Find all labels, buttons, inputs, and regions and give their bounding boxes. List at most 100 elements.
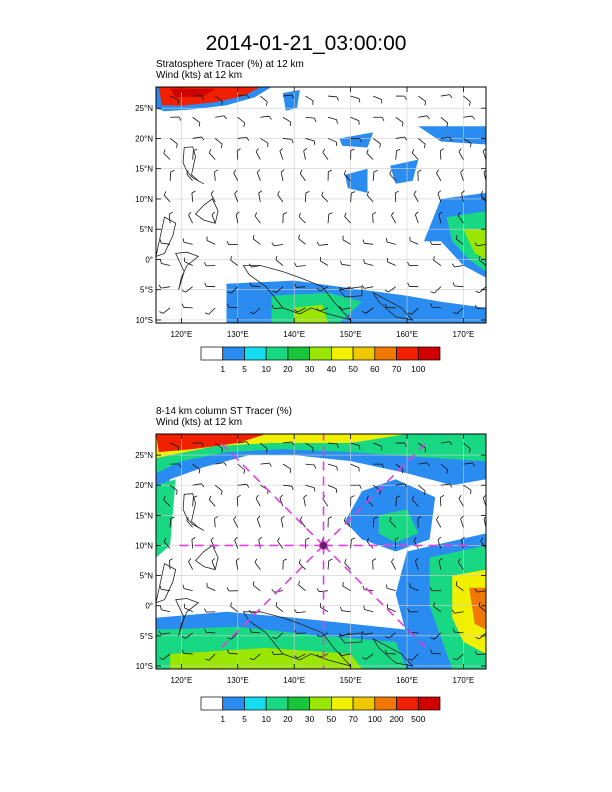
colorbar-label: 20 [283,714,293,724]
wind-barb-flag [379,490,381,495]
wind-barb [299,519,306,528]
wind-barb-flag [385,237,388,243]
wind-barb-flag [159,239,162,244]
wind-barb [321,195,329,203]
wind-barb-flag [248,263,252,268]
wind-barb [161,588,171,592]
wind-barb-flag [440,148,445,151]
wind-barb-flag [437,190,442,194]
wind-barb-flag [336,96,339,101]
panel1-title-line2: Wind (kts) at 12 km [156,70,243,81]
coastline [372,291,414,321]
wind-barb-flag [343,170,347,175]
wind-barb [395,463,404,470]
wind-barb [433,259,442,266]
wind-barb-flag [379,143,381,148]
wind-barb-flag [372,558,377,561]
wind-barb-flag [486,559,490,561]
wind-barb-flag [336,466,338,471]
coastline [194,198,219,224]
wind-barb [389,173,397,182]
colorbar-swatch [265,346,289,361]
wind-barb-flag [256,515,261,520]
wind-barb [440,483,450,486]
wind-barb-flag [350,495,355,498]
wind-barb-flag [299,169,303,174]
wind-barb-flag [449,483,453,488]
colorbar-swatch [396,346,419,361]
wind-barb-flag [265,448,268,453]
wind-barb [305,95,314,102]
wind-barb [237,483,247,486]
wind-barb [341,610,351,613]
wind-barb-flag [407,608,410,613]
wind-barb [258,193,261,203]
wind-barb [327,463,337,467]
wind-barb [411,499,419,507]
wind-barb-flag [359,484,362,489]
wind-barb [414,560,419,570]
wind-barb-flag [314,464,317,469]
wind-barb [478,605,486,613]
panel2-title: 8-14 km column ST Tracer (%) Wind (kts) … [156,406,292,428]
wind-barb-flag [193,495,198,498]
lat-label: 20°N [135,134,153,143]
wind-barb [282,116,291,123]
wind-barb-flag [201,136,205,141]
wind-barb [208,152,216,160]
wind-barb-flag [336,443,339,448]
wind-barb-flag [451,609,455,614]
wind-barb [417,518,419,528]
coastline [242,265,352,321]
colorbar-label: 10 [261,364,271,374]
colorbar-label: 70 [392,364,402,374]
wind-barb-flag [235,211,240,215]
wind-barb-flag [495,486,496,490]
wind-barb-flag [204,312,209,315]
wind-barb-flag [433,602,435,607]
wind-barb [305,442,314,449]
wind-barb-flag [230,602,232,607]
lat-label: 10°N [135,541,153,550]
wind-barb [372,214,374,224]
wind-barb-flag [294,609,297,613]
wind-barb [280,518,284,528]
wind-barb [436,519,442,528]
wind-barb-flag [298,234,300,239]
wind-barb [434,286,442,294]
wind-barb [387,607,396,613]
coastline [175,598,200,637]
wind-barb [327,116,337,121]
colorbar-swatch [309,696,332,711]
wind-barb-flag [461,536,465,541]
wind-barb-flag [373,516,378,519]
wind-barb [395,483,405,486]
wind-barb [230,259,239,266]
wind-barb [350,192,352,203]
wind-barb [342,632,351,637]
colorbar-label: 500 [411,714,425,724]
wind-barb [254,215,261,224]
colorbar-swatch [396,696,419,711]
wind-barb-flag [204,658,209,661]
wind-barb-flag [178,463,182,468]
wind-barb [237,94,247,97]
wind-barb-flag [430,637,435,640]
wind-barb [477,590,486,593]
wind-barb-flag [339,286,343,291]
wind-barb [456,653,464,661]
wind-barb [411,653,419,661]
wind-barb [192,116,201,123]
wind-barb-flag [235,558,240,562]
wind-barb [344,562,351,570]
wind-barb [350,539,352,549]
wind-barb-flag [426,115,430,120]
wind-barb-flag [226,587,230,592]
wind-barb-flag [275,602,278,607]
wind-barb [277,194,284,203]
wind-barb [260,95,268,103]
wind-barb [184,261,193,266]
wind-barb-flag [433,256,435,261]
wind-barb [344,216,351,224]
